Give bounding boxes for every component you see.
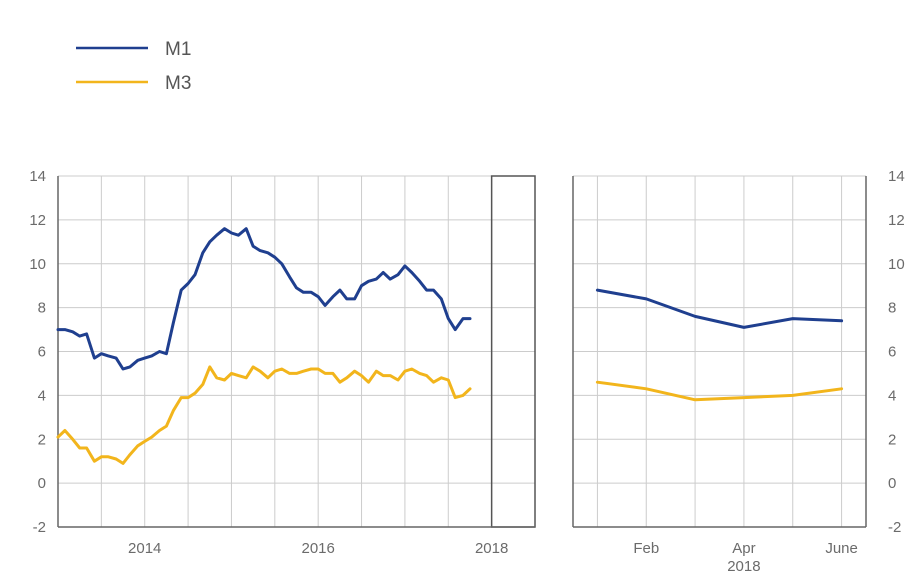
y-tick-label: 6 bbox=[888, 344, 896, 361]
legend-label-m1: M1 bbox=[165, 39, 191, 60]
y-tick-label: 4 bbox=[38, 387, 46, 404]
y-tick-label: -2 bbox=[888, 519, 901, 536]
y-tick-label: 10 bbox=[29, 256, 46, 273]
y-tick-label: 12 bbox=[29, 212, 46, 229]
y-tick-label: 2 bbox=[38, 431, 46, 448]
x-tick-label: Feb bbox=[633, 540, 659, 557]
y-tick-label: 12 bbox=[888, 212, 905, 229]
panel-right-2018-detail: -2 0 2 4 6 8 10 12 14 Feb Apr June 2018 bbox=[572, 168, 905, 575]
series-line-m1 bbox=[56, 227, 472, 371]
panel-left-monthly-2013-2018: -2 0 2 4 6 8 10 12 14 2014 2016 2018 bbox=[29, 168, 536, 557]
y-tick-label: 0 bbox=[888, 475, 896, 492]
y-tick-label: 14 bbox=[888, 168, 905, 185]
x-tick-label: 2014 bbox=[128, 540, 161, 557]
x-tick-label: Apr bbox=[732, 540, 755, 557]
y-tick-label: 4 bbox=[888, 387, 896, 404]
legend: M1 M3 bbox=[76, 39, 191, 94]
y-tick-label: 8 bbox=[888, 300, 896, 317]
y-tick-label: 6 bbox=[38, 344, 46, 361]
series-line-m3 bbox=[595, 380, 844, 402]
y-tick-label: 2 bbox=[888, 431, 896, 448]
x-tick-label: 2016 bbox=[301, 540, 334, 557]
y-tick-label: 10 bbox=[888, 256, 905, 273]
series-line-m1 bbox=[595, 288, 844, 329]
x-tick-label: June bbox=[825, 540, 858, 557]
y-tick-label: 14 bbox=[29, 168, 46, 185]
y-tick-label: 8 bbox=[38, 300, 46, 317]
legend-label-m3: M3 bbox=[165, 73, 191, 94]
x-tick-sublabel: 2018 bbox=[727, 558, 760, 575]
y-tick-label: -2 bbox=[33, 519, 46, 536]
y-tick-label: 0 bbox=[38, 475, 46, 492]
series-line-m3 bbox=[56, 365, 472, 465]
x-tick-label: 2018 bbox=[475, 540, 508, 557]
